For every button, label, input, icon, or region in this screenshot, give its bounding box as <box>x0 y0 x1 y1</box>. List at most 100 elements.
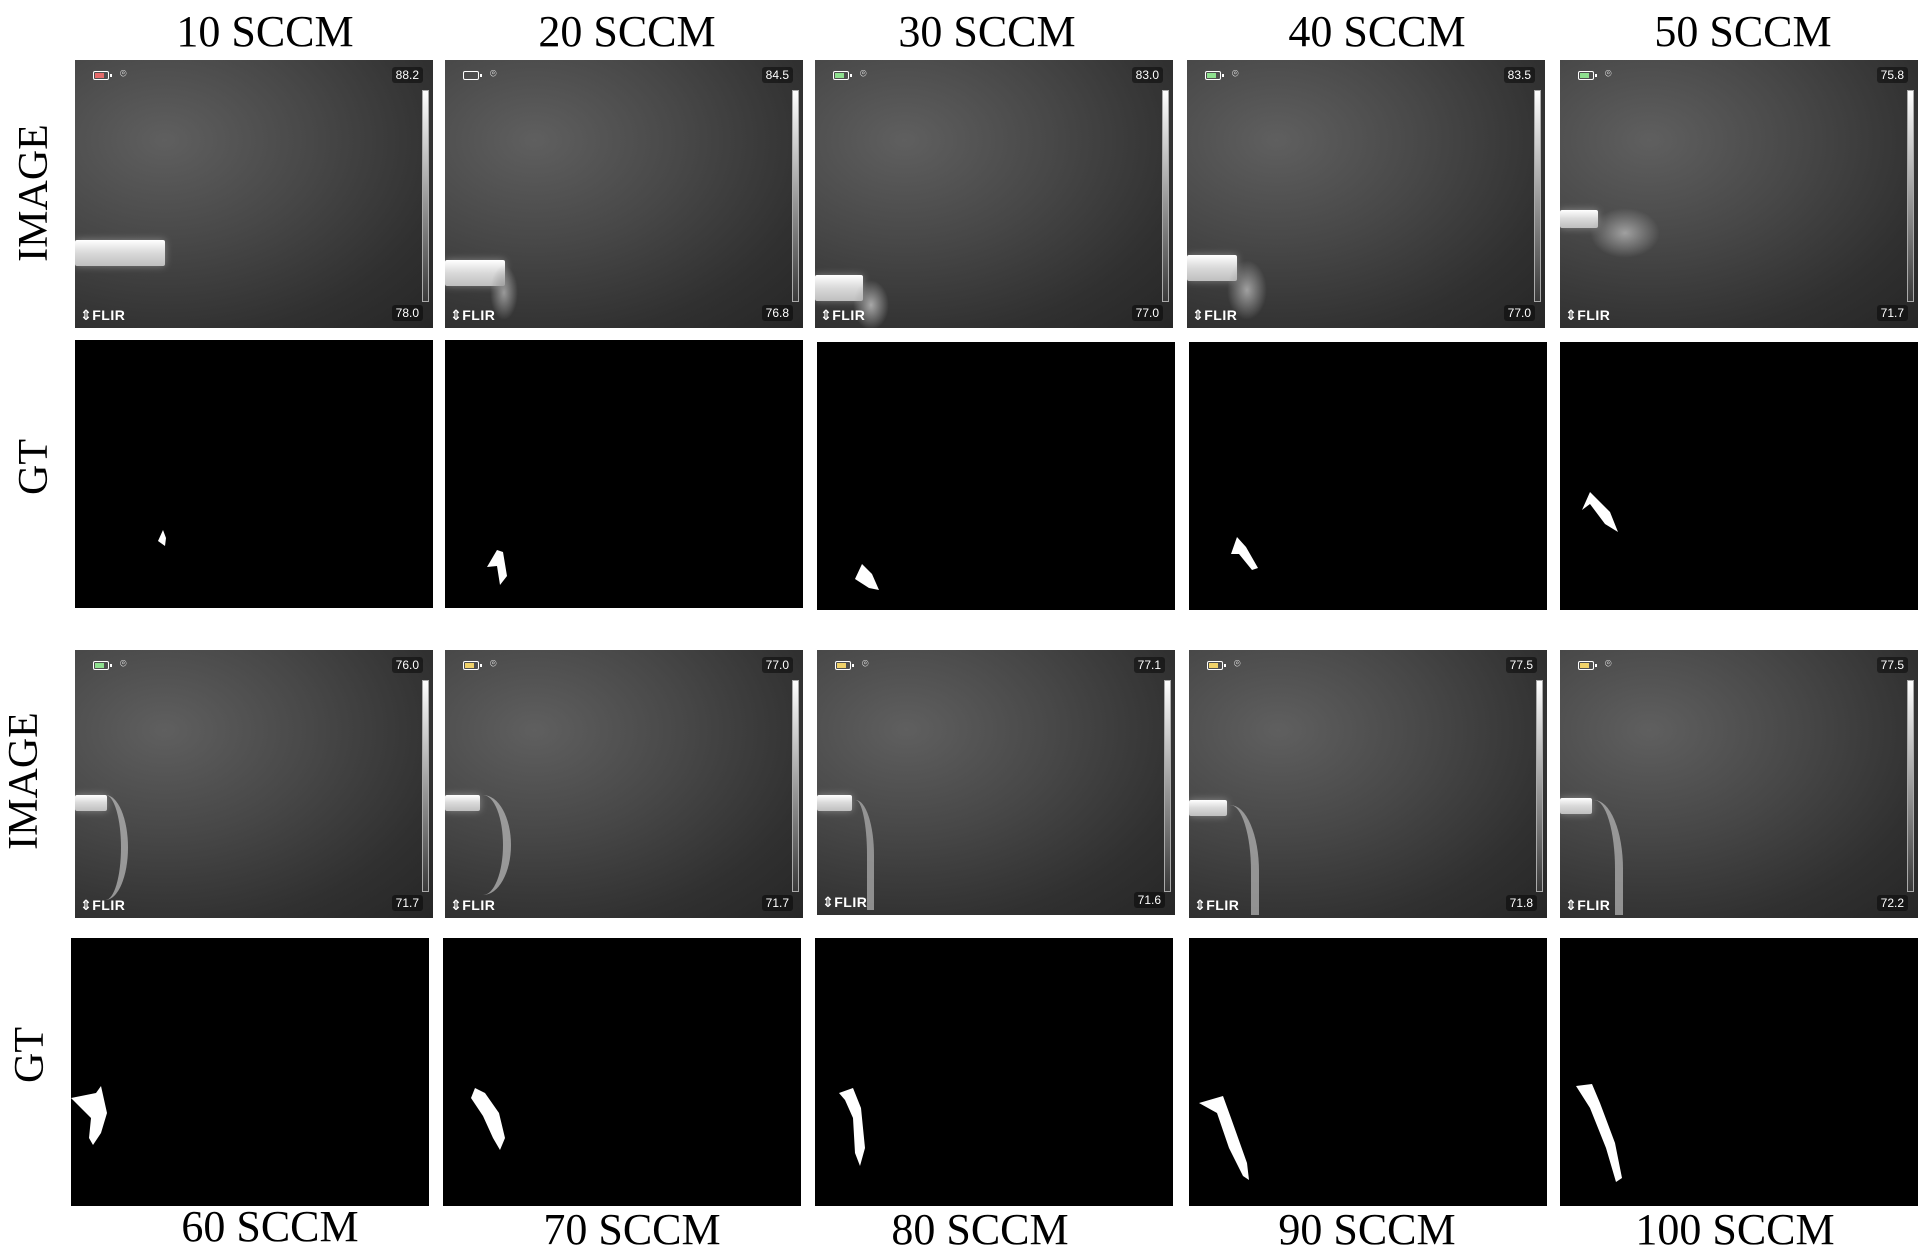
gas-mask-shape <box>855 564 879 590</box>
battery-icon <box>835 661 854 670</box>
battery-level <box>465 663 474 668</box>
gt-mask-80-sccm <box>815 938 1173 1206</box>
thermal-image-90-sccm: ⌾ 77.5 71.8 ⇕FLIR <box>1189 650 1547 918</box>
flir-logo-icon: ⇕FLIR <box>1194 897 1240 913</box>
temperature-max: 75.8 <box>1876 67 1908 83</box>
gt-mask-60-sccm <box>71 938 429 1206</box>
gas-mask-shape <box>1582 492 1618 532</box>
thermal-image-70-sccm: ⌾ 77.0 71.7 ⇕FLIR <box>445 650 803 918</box>
battery-icon <box>463 71 482 80</box>
temperature-max: 77.1 <box>1133 657 1165 673</box>
battery-level <box>95 73 104 78</box>
thermal-image-80-sccm: ⌾ 77.1 71.6 ⇕FLIR <box>817 650 1175 915</box>
temperature-scale-bar <box>1164 680 1171 892</box>
location-pin-icon: ⌾ <box>1605 68 1612 80</box>
column-label-100-sccm: 100 SCCM <box>1635 1205 1835 1254</box>
temperature-max: 77.0 <box>761 657 793 673</box>
location-pin-icon: ⌾ <box>1234 658 1241 670</box>
flir-logo-icon: ⇕FLIR <box>820 307 866 323</box>
column-label-10-sccm: 10 SCCM <box>176 7 354 56</box>
gas-plume <box>1227 260 1267 320</box>
location-pin-icon: ⌾ <box>1232 68 1239 80</box>
gt-mask-40-sccm <box>1189 342 1547 610</box>
temperature-scale-bar <box>1907 680 1914 892</box>
gt-mask-90-sccm <box>1189 938 1547 1206</box>
gas-plume <box>837 800 874 910</box>
location-pin-icon: ⌾ <box>120 68 127 80</box>
row-label-gt-top: GT <box>11 439 57 495</box>
temperature-max: 83.0 <box>1131 67 1163 83</box>
temperature-max: 77.5 <box>1505 657 1537 673</box>
temperature-min: 77.0 <box>1131 305 1163 321</box>
column-label-70-sccm: 70 SCCM <box>543 1205 721 1254</box>
gas-mask-shape <box>1231 537 1258 570</box>
flir-logo-icon: ⇕FLIR <box>1565 897 1611 913</box>
column-label-20-sccm: 20 SCCM <box>538 7 716 56</box>
gas-plume <box>455 795 511 895</box>
flir-logo-icon: ⇕FLIR <box>80 897 126 913</box>
gas-plume <box>1211 805 1259 915</box>
temperature-max: 83.5 <box>1503 67 1535 83</box>
gt-mask-100-sccm <box>1560 938 1918 1206</box>
column-label-40-sccm: 40 SCCM <box>1288 7 1466 56</box>
battery-level <box>835 73 844 78</box>
temperature-min: 76.8 <box>761 305 793 321</box>
gas-plume <box>83 795 128 900</box>
location-pin-icon: ⌾ <box>120 658 127 670</box>
gt-mask-70-sccm <box>443 938 801 1206</box>
thermal-image-100-sccm: ⌾ 77.5 72.2 ⇕FLIR <box>1560 650 1918 918</box>
flir-logo-icon: ⇕FLIR <box>450 307 496 323</box>
battery-icon <box>1205 71 1224 80</box>
gas-mask-shape <box>1199 1096 1249 1180</box>
gas-plume <box>853 280 889 328</box>
battery-icon <box>1578 661 1597 670</box>
column-label-60-sccm: 60 SCCM <box>181 1202 359 1251</box>
column-label-90-sccm: 90 SCCM <box>1278 1205 1456 1254</box>
battery-level <box>1209 663 1218 668</box>
temperature-min: 71.7 <box>391 895 423 911</box>
gas-mask-shape <box>1576 1084 1622 1182</box>
battery-icon <box>833 71 852 80</box>
battery-icon <box>1207 661 1226 670</box>
thermal-image-30-sccm: ⌾ 83.0 77.0 ⇕FLIR <box>815 60 1173 328</box>
temperature-scale-bar <box>792 680 799 892</box>
battery-icon <box>93 661 112 670</box>
gas-mask-shape <box>839 1088 865 1166</box>
temperature-min: 71.8 <box>1505 895 1537 911</box>
battery-icon <box>463 661 482 670</box>
thermal-image-40-sccm: ⌾ 83.5 77.0 ⇕FLIR <box>1187 60 1545 328</box>
gas-mask-shape <box>71 1086 107 1145</box>
temperature-min: 77.0 <box>1503 305 1535 321</box>
location-pin-icon: ⌾ <box>860 68 867 80</box>
gas-mask-shape <box>158 530 166 546</box>
location-pin-icon: ⌾ <box>1605 658 1612 670</box>
location-pin-icon: ⌾ <box>490 68 497 80</box>
flir-logo-icon: ⇕FLIR <box>822 894 868 910</box>
temperature-max: 77.5 <box>1876 657 1908 673</box>
temperature-scale-bar <box>1162 90 1169 302</box>
battery-level <box>95 663 104 668</box>
battery-level <box>837 663 846 668</box>
temperature-max: 84.5 <box>761 67 793 83</box>
column-label-80-sccm: 80 SCCM <box>891 1205 1069 1254</box>
flir-logo-icon: ⇕FLIR <box>1565 307 1611 323</box>
column-label-30-sccm: 30 SCCM <box>898 7 1076 56</box>
temperature-scale-bar <box>1907 90 1914 302</box>
temperature-min: 71.7 <box>761 895 793 911</box>
temperature-max: 88.2 <box>391 67 423 83</box>
gt-mask-50-sccm <box>1560 342 1918 610</box>
temperature-min: 71.6 <box>1133 892 1165 908</box>
gt-mask-20-sccm <box>445 340 803 608</box>
nozzle <box>1560 210 1598 228</box>
flir-logo-icon: ⇕FLIR <box>80 307 126 323</box>
location-pin-icon: ⌾ <box>862 658 869 670</box>
thermal-image-20-sccm: ⌾ 84.5 76.8 ⇕FLIR <box>445 60 803 328</box>
gt-mask-30-sccm <box>817 342 1175 610</box>
thermal-image-60-sccm: ⌾ 76.0 71.7 ⇕FLIR <box>75 650 433 918</box>
temperature-scale-bar <box>422 680 429 892</box>
flir-logo-icon: ⇕FLIR <box>450 897 496 913</box>
gas-mask-shape <box>471 1088 505 1150</box>
battery-level <box>1207 73 1216 78</box>
battery-icon <box>93 71 112 80</box>
temperature-min: 78.0 <box>391 305 423 321</box>
